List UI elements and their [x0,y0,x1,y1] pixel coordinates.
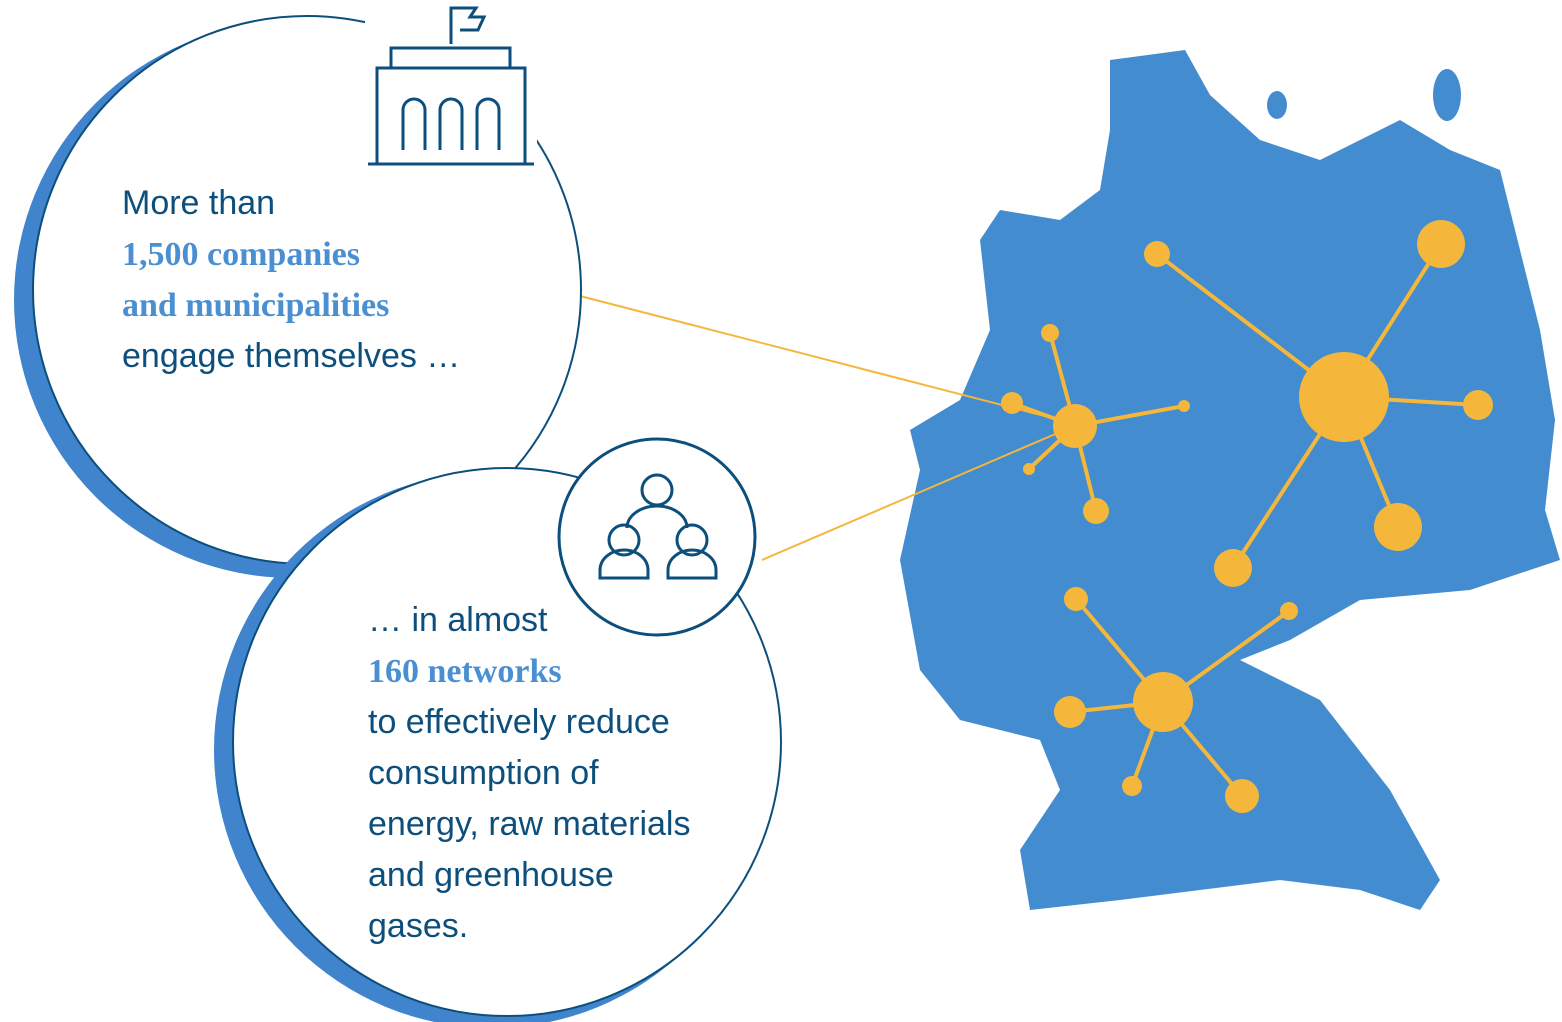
network-node [1144,241,1170,267]
highlight-text: 1,500 companies [122,236,360,273]
network-node [1083,498,1109,524]
network-node [1122,776,1142,796]
highlight-text: and municipalities [122,287,389,324]
body-text: gases. [368,907,468,945]
highlight-text: 160 networks [368,653,562,690]
network-node [1041,324,1059,342]
network-hub [1053,404,1097,448]
network-node [1064,587,1088,611]
island [1267,91,1287,119]
body-text: energy, raw materials [368,805,691,843]
network-node [1178,400,1190,412]
network-node [1023,463,1035,475]
network-node [1001,392,1023,414]
body-text: and greenhouse [368,856,614,894]
network-hub [1299,352,1389,442]
network-node [1214,549,1252,587]
germany-map [900,50,1560,910]
network-node [1463,390,1493,420]
network-hub [1133,672,1193,732]
icon-circle [557,437,757,637]
network-node [1280,602,1298,620]
connector [579,295,1061,421]
building-icon [368,6,534,166]
body-text: to effectively reduce [368,703,670,741]
body-text: … in almost [368,601,548,639]
people-icon [598,473,718,580]
network-node [1374,503,1422,551]
network-node [1417,220,1465,268]
body-text: engage themselves … [122,337,460,375]
network-node [1225,779,1259,813]
body-text: consumption of [368,754,599,792]
connector [761,431,1061,561]
network [1001,220,1493,813]
body-text: More than [122,184,275,222]
island [1433,69,1461,121]
network-node [1054,696,1086,728]
